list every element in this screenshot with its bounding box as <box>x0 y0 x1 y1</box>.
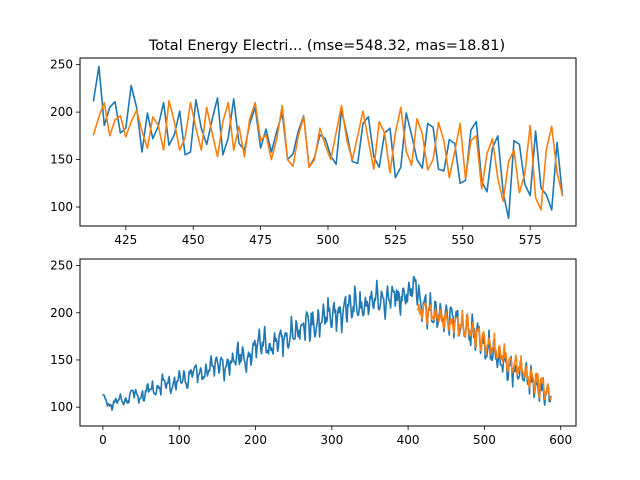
top-ticks: 425 450 475 500 525 550 575 100 150 200 250 <box>50 58 542 247</box>
y-tick-label: 100 <box>50 200 73 214</box>
x-tick-label: 575 <box>519 233 542 247</box>
x-tick-label: 500 <box>473 433 496 447</box>
x-tick-label: 450 <box>182 233 205 247</box>
top-series-line-1 <box>92 65 564 220</box>
bottom-ticks: 0 100 200 300 400 500 600 100 150 200 250 <box>50 259 572 447</box>
x-tick-label: 600 <box>549 433 572 447</box>
bottom-series-group <box>102 276 552 411</box>
x-tick-label: 0 <box>99 433 107 447</box>
x-tick-label: 475 <box>249 233 272 247</box>
y-tick-label: 100 <box>50 400 73 414</box>
x-tick-label: 550 <box>451 233 474 247</box>
chart-title: Total Energy Electri... (mse=548.32, mas… <box>148 38 505 54</box>
bottom-series-line-2 <box>417 302 552 401</box>
x-tick-label: 425 <box>114 233 137 247</box>
top-subplot: 425 450 475 500 525 550 575 100 150 200 250 <box>50 57 577 247</box>
bottom-axes-frame <box>79 258 577 427</box>
y-tick-label: 200 <box>50 306 73 320</box>
y-tick-label: 250 <box>50 259 73 273</box>
x-tick-label: 525 <box>384 233 407 247</box>
x-tick-label: 100 <box>168 433 191 447</box>
x-tick-label: 500 <box>317 233 340 247</box>
top-series-line-2 <box>92 99 564 211</box>
y-tick-label: 150 <box>50 153 73 167</box>
y-tick-label: 200 <box>50 105 73 119</box>
x-tick-label: 200 <box>244 433 267 447</box>
x-tick-label: 300 <box>320 433 343 447</box>
x-tick-label: 400 <box>397 433 420 447</box>
bottom-subplot: 0 100 200 300 400 500 600 100 150 200 250 <box>50 258 577 447</box>
y-tick-label: 250 <box>50 58 73 72</box>
y-tick-label: 150 <box>50 353 73 367</box>
top-series-group <box>92 65 564 220</box>
